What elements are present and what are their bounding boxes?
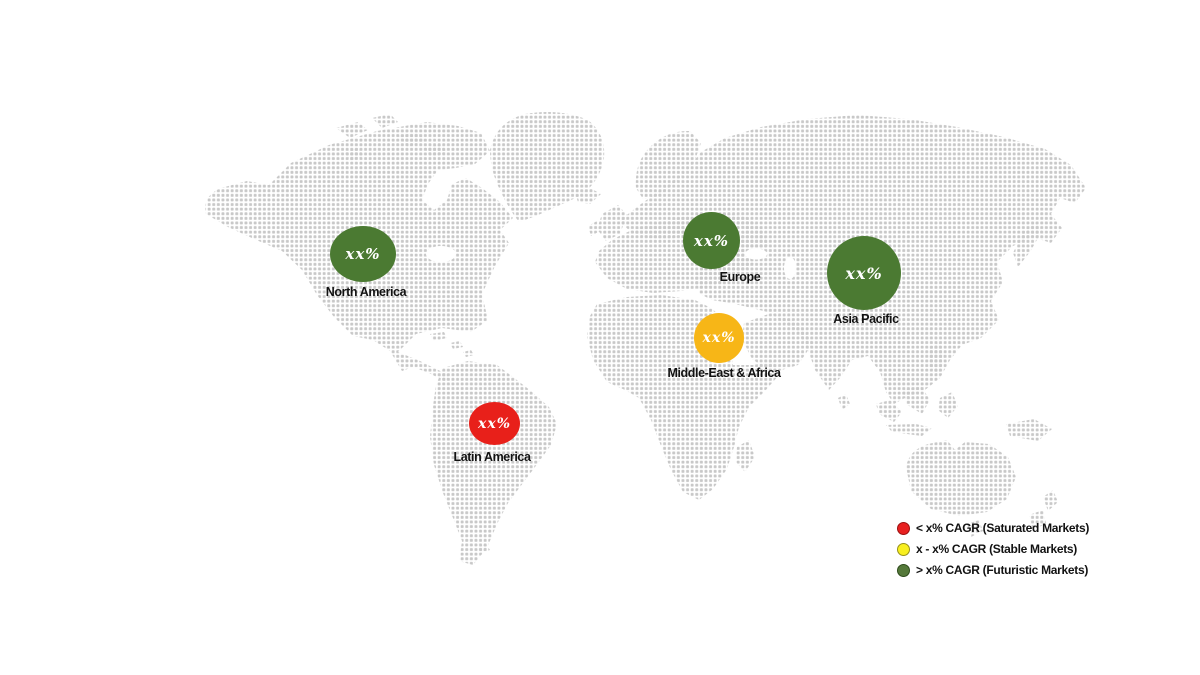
legend-dot-yellow-icon: [897, 542, 910, 556]
region-value-north-america: xx%: [345, 245, 381, 263]
legend-label-futuristic: > x% CAGR (Futuristic Markets): [916, 563, 1089, 577]
region-label-latin-america: Latin America: [453, 450, 531, 464]
region-value-middle-east-africa: xx%: [702, 330, 736, 346]
legend-label-saturated: < x% CAGR (Saturated Markets): [916, 521, 1090, 535]
region-value-latin-america: xx%: [478, 415, 511, 432]
region-bubble-europe: xx%: [683, 212, 740, 269]
region-bubble-middle-east-africa: xx%: [694, 313, 744, 363]
region-label-middle-east-africa: Middle-East & Africa: [667, 366, 781, 380]
legend-item-stable: x - x% CAGR (Stable Markets): [897, 542, 1089, 556]
region-bubble-asia-pacific: xx%: [827, 236, 901, 310]
region-value-europe: xx%: [693, 231, 730, 250]
region-value-asia-pacific: xx%: [845, 263, 883, 283]
region-label-north-america: North America: [325, 285, 407, 299]
legend-item-futuristic: > x% CAGR (Futuristic Markets): [897, 563, 1089, 577]
legend-label-stable: x - x% CAGR (Stable Markets): [916, 542, 1077, 556]
region-label-europe: Europe: [719, 270, 761, 284]
legend-item-saturated: < x% CAGR (Saturated Markets): [897, 521, 1089, 535]
legend-dot-green-icon: [897, 563, 910, 577]
cagr-legend: < x% CAGR (Saturated Markets) x - x% CAG…: [897, 521, 1089, 577]
region-bubble-north-america: xx%: [330, 226, 396, 282]
legend-dot-red-icon: [897, 521, 910, 535]
region-label-asia-pacific: Asia Pacific: [833, 312, 899, 326]
region-bubble-latin-america: xx%: [469, 402, 520, 445]
